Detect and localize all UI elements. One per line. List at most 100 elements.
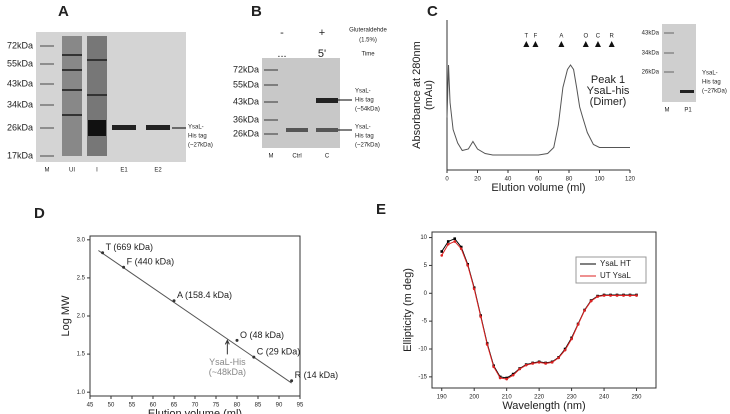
x-tick-label: 80: [234, 403, 241, 409]
annotation: His tag: [702, 80, 721, 86]
legend-box: [575, 256, 647, 284]
annotation: Peak 1: [591, 74, 625, 86]
point-label: O (48 kDa): [240, 330, 284, 340]
point: [531, 362, 534, 365]
annotation: His tag: [355, 98, 374, 104]
standard-marker: [532, 41, 539, 47]
point: [453, 240, 457, 243]
x-tick-label: 50: [108, 403, 115, 409]
mw-label: 17kDa: [7, 150, 33, 160]
mw-label: 26kDa: [233, 128, 259, 138]
point-label: C (29 kDa): [257, 347, 301, 357]
plot-frame: [431, 231, 657, 389]
x-tick-label: 250: [632, 395, 643, 401]
point: [576, 323, 580, 326]
standard-label: C: [596, 34, 601, 40]
x-tick-label: 85: [255, 403, 262, 409]
point-label: T (669 kDa): [106, 242, 153, 252]
x-axis-label: Elution volume (ml): [491, 182, 585, 194]
point: [628, 294, 632, 297]
panel-letter: C: [427, 3, 438, 20]
point: [479, 315, 482, 318]
point-label: R (14 kDa): [295, 370, 339, 380]
standard-label: R: [610, 34, 615, 40]
point: [485, 343, 489, 346]
annotation: (~54kDa): [355, 107, 380, 113]
annotation: YsaL-: [188, 125, 204, 131]
point: [440, 250, 444, 253]
reagent: (1.5%): [359, 38, 377, 44]
standard-label: A: [559, 34, 563, 40]
panel-letter: E: [376, 201, 386, 218]
x-tick-label: 220: [534, 395, 545, 401]
gel-c-inset: [662, 24, 696, 102]
point: [101, 251, 105, 255]
point: [518, 367, 521, 371]
gel-b: [262, 58, 352, 148]
mw-label: 72kDa: [233, 64, 259, 74]
standard-marker: [582, 41, 589, 47]
point: [235, 338, 239, 342]
point: [446, 242, 450, 246]
plot-frame: [89, 235, 301, 397]
point: [622, 294, 625, 297]
lane-label: Ctrl: [292, 154, 301, 160]
point: [172, 299, 176, 303]
x-tick-label: 65: [171, 403, 178, 409]
x-tick-label: 20: [474, 177, 481, 183]
unknown-arrow: [224, 339, 230, 355]
point: [472, 287, 476, 291]
annotation: YsaL-his: [587, 85, 630, 97]
y-axis-label: Log MW: [60, 295, 72, 337]
lane-label: E2: [154, 168, 162, 174]
mw-label: 34kDa: [642, 51, 660, 57]
legend-label: YsaL HT: [600, 259, 631, 268]
point: [550, 361, 554, 364]
point: [511, 373, 515, 377]
x-tick-label: 95: [297, 403, 304, 409]
panel-letter: D: [34, 205, 45, 222]
treatment: +: [319, 27, 325, 39]
mw-label: 26kDa: [642, 70, 660, 76]
y-tick-label: 1.0: [77, 390, 86, 396]
lane-label: M: [665, 108, 670, 114]
x-tick-label: 70: [192, 403, 199, 409]
x-axis-label: Elution volume (ml): [148, 408, 242, 414]
point: [492, 365, 495, 369]
point: [459, 247, 463, 251]
lane-label: I: [96, 168, 98, 174]
point: [544, 362, 547, 365]
panel-letter: A: [58, 3, 69, 20]
panel-letter: B: [251, 3, 262, 20]
x-tick-label: 0: [445, 177, 449, 183]
data-line: [446, 64, 630, 156]
standard-label: O: [583, 34, 588, 40]
x-tick-label: 190: [437, 395, 448, 401]
point: [453, 237, 457, 240]
x-tick-label: 60: [535, 177, 542, 183]
y-tick-label: 2.5: [77, 275, 86, 281]
y-tick-label: 1.5: [77, 352, 86, 358]
point: [635, 294, 638, 297]
standard-marker: [594, 41, 601, 47]
mw-label: 43kDa: [642, 31, 660, 37]
lane-label: M: [45, 168, 50, 174]
reagent: Gluteraldehde: [349, 28, 387, 34]
x-tick-label: 40: [505, 177, 512, 183]
point: [537, 361, 541, 364]
point: [466, 264, 470, 267]
x-tick-label: 75: [213, 403, 220, 409]
x-tick-label: 200: [469, 395, 480, 401]
unknown-label: (~48kDa): [209, 367, 246, 377]
y-tick-label: 5: [424, 263, 428, 269]
point: [524, 363, 528, 367]
standard-marker: [558, 41, 565, 47]
standard-label: F: [534, 34, 538, 40]
mw-label: 43kDa: [7, 78, 33, 88]
y-axis-label: (mAu): [423, 80, 435, 110]
unknown-label: YsaL-His: [209, 357, 246, 367]
point: [589, 299, 593, 303]
legend-label: UT YsaL: [600, 271, 631, 280]
x-tick-label: 100: [594, 177, 605, 183]
gel-a: [36, 32, 186, 162]
